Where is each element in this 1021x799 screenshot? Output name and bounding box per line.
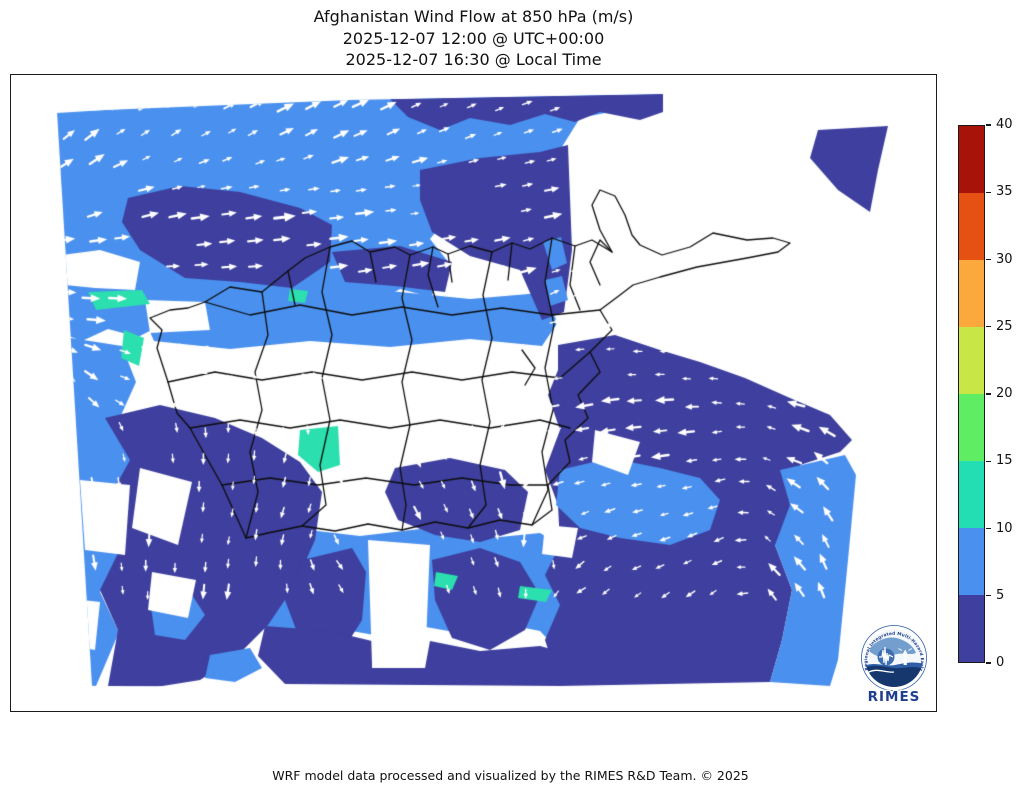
colorbar-tick-label: 5: [996, 587, 1005, 603]
colorbar-segment: [959, 461, 984, 528]
colorbar-segment: [959, 394, 984, 461]
colorbar-segment: [959, 260, 984, 327]
colorbar-segment: [959, 528, 984, 595]
colorbar-tick: [986, 258, 991, 261]
colorbar-segment: [959, 327, 984, 394]
title-line-3: 2025-12-07 16:30 @ Local Time: [345, 50, 602, 69]
colorbar-tick-label: 10: [996, 520, 1013, 536]
colorbar-tick-label: 20: [996, 386, 1013, 402]
colorbar-tick: [986, 527, 991, 530]
colorbar-tick-label: 30: [996, 251, 1013, 267]
logo-globe: [865, 629, 923, 687]
wind-map-canvas: [11, 75, 936, 711]
logo-wordmark: RIMES: [868, 689, 921, 705]
colorbar-tick: [986, 191, 991, 193]
footer-credit: WRF model data processed and visualized …: [272, 768, 749, 783]
colorbar-tick: [986, 393, 991, 395]
colorbar-segment: [959, 595, 984, 662]
colorbar-tick-label: 40: [996, 117, 1013, 133]
figure-title: Afghanistan Wind Flow at 850 hPa (m/s) 2…: [0, 6, 947, 71]
logo-seismogram: [879, 646, 894, 666]
colorbar-tick: [986, 124, 991, 126]
title-line-2: 2025-12-07 12:00 @ UTC+00:00: [342, 28, 605, 48]
colorbar-segment: [959, 193, 984, 260]
logo-wave-crest: [866, 669, 895, 674]
colorbar-tick-label: 0: [996, 655, 1005, 671]
colorbar-tick: [986, 326, 991, 328]
colorbar-tick: [986, 595, 991, 597]
colorbar-scale: [958, 125, 985, 663]
rimes-logo: Regional Integrated Multi-Hazard Early W…: [855, 617, 927, 706]
colorbar-segment: [959, 126, 984, 193]
colorbar-tick: [986, 460, 991, 462]
colorbar-tick: [986, 662, 991, 664]
plot-frame: [10, 74, 937, 712]
logo-lighthouse: [898, 648, 913, 665]
colorbar-tick-label: 35: [996, 184, 1013, 200]
colorbar: 40 35 30 25 20 15 10 5 0: [958, 117, 1018, 670]
title-line-1: Afghanistan Wind Flow at 850 hPa (m/s): [313, 7, 634, 26]
colorbar-tick-label: 25: [996, 318, 1013, 334]
colorbar-tick-label: 15: [996, 453, 1013, 469]
